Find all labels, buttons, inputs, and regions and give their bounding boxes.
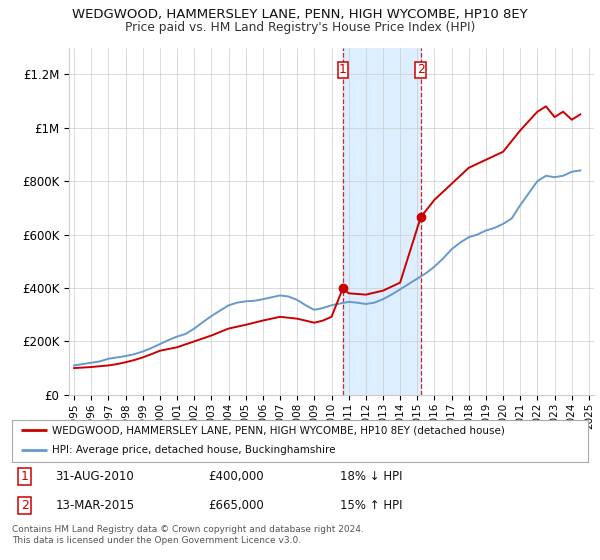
Text: Price paid vs. HM Land Registry's House Price Index (HPI): Price paid vs. HM Land Registry's House … [125,21,475,34]
Text: 18% ↓ HPI: 18% ↓ HPI [340,470,403,483]
Text: 15% ↑ HPI: 15% ↑ HPI [340,499,403,512]
Text: WEDGWOOD, HAMMERSLEY LANE, PENN, HIGH WYCOMBE, HP10 8EY: WEDGWOOD, HAMMERSLEY LANE, PENN, HIGH WY… [72,8,528,21]
Text: 13-MAR-2015: 13-MAR-2015 [55,499,134,512]
Text: £400,000: £400,000 [208,470,263,483]
Text: 2: 2 [417,63,425,76]
Text: HPI: Average price, detached house, Buckinghamshire: HPI: Average price, detached house, Buck… [52,445,336,455]
Text: 31-AUG-2010: 31-AUG-2010 [55,470,134,483]
Bar [343,48,421,395]
Text: £665,000: £665,000 [208,499,263,512]
Text: 2: 2 [21,499,29,512]
Text: 1: 1 [21,470,29,483]
Text: Contains HM Land Registry data © Crown copyright and database right 2024.
This d: Contains HM Land Registry data © Crown c… [12,525,364,545]
Text: WEDGWOOD, HAMMERSLEY LANE, PENN, HIGH WYCOMBE, HP10 8EY (detached house): WEDGWOOD, HAMMERSLEY LANE, PENN, HIGH WY… [52,425,505,435]
Text: 1: 1 [339,63,347,76]
